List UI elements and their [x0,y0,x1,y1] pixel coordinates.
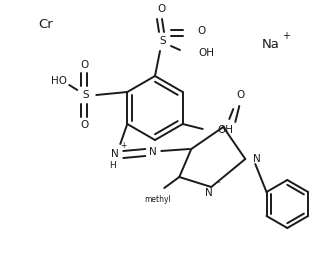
Text: Na: Na [262,38,280,51]
Text: methyl: methyl [144,194,171,204]
Text: O: O [157,4,165,14]
Text: +: + [282,31,290,41]
Text: O: O [197,26,205,36]
Text: H: H [109,161,116,171]
Text: S: S [160,36,166,46]
Text: O: O [80,60,88,70]
Text: S: S [82,90,89,100]
Text: O: O [80,120,88,130]
Text: OH: OH [218,125,234,135]
Text: N: N [205,188,213,198]
Text: O: O [236,90,244,100]
Text: OH: OH [198,48,214,58]
Text: Cr: Cr [38,18,53,31]
Text: N: N [111,149,119,159]
Text: N: N [253,154,261,164]
Text: +: + [120,140,126,150]
Text: HO: HO [51,76,67,86]
Text: ⁻: ⁻ [216,180,221,190]
Text: N: N [149,147,157,157]
